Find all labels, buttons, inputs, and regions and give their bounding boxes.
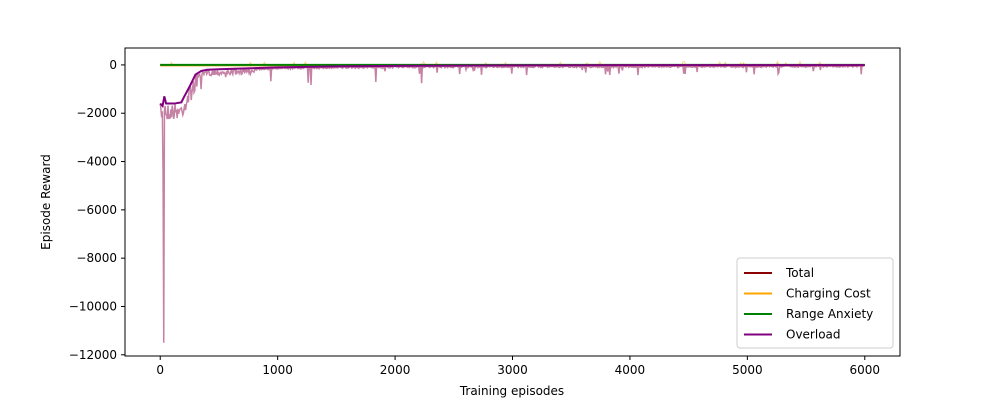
- x-tick-label: 0: [156, 363, 164, 377]
- y-tick-label: −6000: [76, 203, 117, 217]
- y-tick-label: −12000: [69, 348, 117, 362]
- legend-label: Range Anxiety: [786, 307, 873, 321]
- series-line-overload: [159, 64, 865, 109]
- overload-raw-trace: [159, 62, 865, 343]
- y-tick-label: 0: [109, 58, 117, 72]
- x-tick-label: 1000: [262, 363, 293, 377]
- x-tick-label: 2000: [380, 363, 411, 377]
- y-axis-title: Episode Reward: [39, 154, 53, 250]
- x-tick-label: 6000: [849, 363, 880, 377]
- y-tick-label: −10000: [69, 299, 117, 313]
- y-axis: −12000 −10000 −8000 −6000 −4000 −2000 0: [69, 58, 125, 362]
- y-tick-label: −8000: [76, 251, 117, 265]
- legend-label: Charging Cost: [786, 287, 871, 301]
- legend: Total Charging Cost Range Anxiety Overload: [736, 257, 894, 349]
- x-tick-label: 3000: [497, 363, 528, 377]
- x-axis-title: Training episodes: [459, 384, 564, 398]
- x-tick-label: 4000: [615, 363, 646, 377]
- legend-label: Total: [785, 266, 814, 280]
- legend-label: Overload: [786, 328, 841, 342]
- legend-box: [736, 257, 894, 349]
- y-tick-label: −4000: [76, 155, 117, 169]
- series-lines: [159, 63, 865, 109]
- x-axis: 0 1000 2000 3000 4000 5000 6000: [156, 356, 880, 377]
- legend-entries: Total Charging Cost Range Anxiety Overload: [744, 266, 873, 342]
- y-tick-label: −2000: [76, 106, 117, 120]
- x-tick-label: 5000: [732, 363, 763, 377]
